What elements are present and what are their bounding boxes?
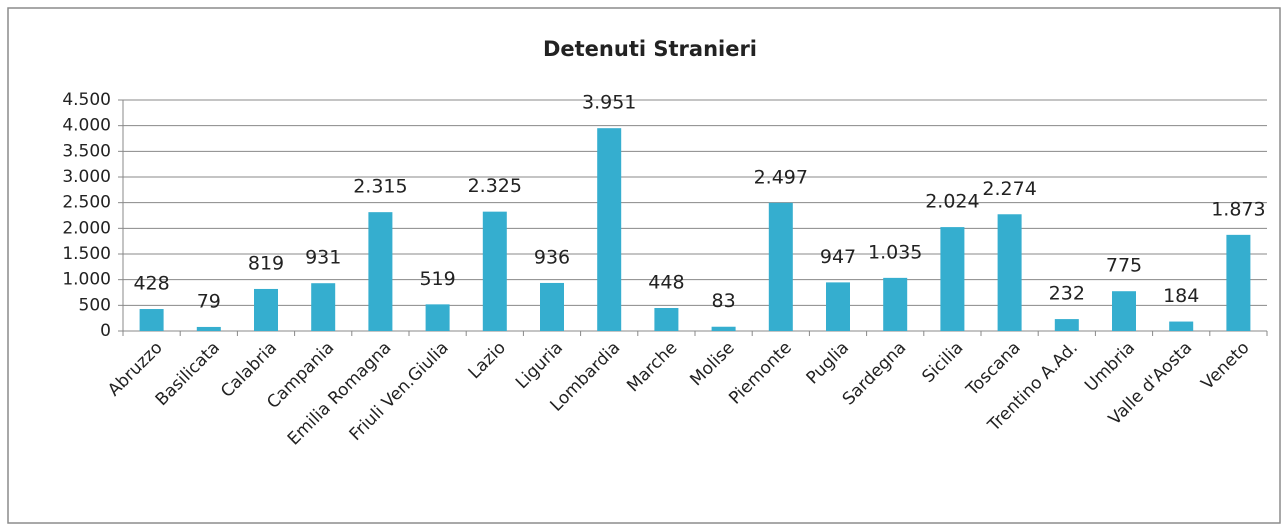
value-label: 936 [534, 246, 570, 268]
value-label: 184 [1163, 285, 1199, 307]
bar [711, 326, 736, 331]
bar [139, 309, 164, 331]
bar [883, 277, 908, 331]
y-tick-label: 3.500 [62, 141, 111, 161]
value-label: 3.951 [582, 92, 636, 114]
value-label: 83 [712, 290, 736, 312]
bar [1226, 234, 1251, 331]
bar [482, 211, 507, 331]
y-tick-label: 500 [79, 295, 111, 315]
bar [768, 202, 793, 331]
value-label: 1.873 [1211, 198, 1265, 220]
y-tick-label: 1.000 [62, 270, 111, 290]
value-label: 775 [1106, 255, 1142, 277]
value-label: 2.315 [353, 176, 407, 198]
value-label: 2.497 [754, 166, 808, 188]
value-label: 931 [305, 247, 341, 269]
bar [254, 288, 278, 331]
bar [540, 282, 564, 331]
bar [368, 212, 393, 331]
y-tick-label: 4.500 [62, 90, 111, 110]
value-label: 2.274 [982, 178, 1036, 200]
value-label: 428 [133, 273, 169, 295]
value-label: 232 [1049, 283, 1085, 305]
bar [1112, 291, 1136, 331]
value-label: 2.325 [468, 175, 522, 197]
bar [826, 282, 850, 331]
value-label: 2.024 [925, 191, 979, 213]
value-label: 947 [820, 246, 856, 268]
bar [196, 326, 221, 331]
bar [1054, 319, 1079, 331]
chart-title: Detenuti Stranieri [543, 37, 757, 61]
y-tick-label: 3.000 [62, 167, 111, 187]
value-label: 448 [648, 272, 684, 294]
bar [425, 304, 450, 331]
y-tick-label: 0 [100, 321, 111, 341]
y-tick-label: 1.500 [62, 244, 111, 264]
bar [597, 128, 622, 331]
y-tick-label: 4.000 [62, 116, 111, 136]
bar [1169, 321, 1194, 331]
bar [311, 283, 336, 331]
value-label: 519 [419, 268, 455, 290]
bar [654, 308, 679, 331]
y-tick-label: 2.000 [62, 218, 111, 238]
bar [997, 214, 1022, 331]
value-label: 79 [197, 290, 221, 312]
bar [940, 227, 965, 331]
y-tick-label: 2.500 [62, 193, 111, 213]
value-label: 1.035 [868, 241, 922, 263]
chart-frame [7, 7, 1281, 524]
value-label: 819 [248, 252, 284, 274]
